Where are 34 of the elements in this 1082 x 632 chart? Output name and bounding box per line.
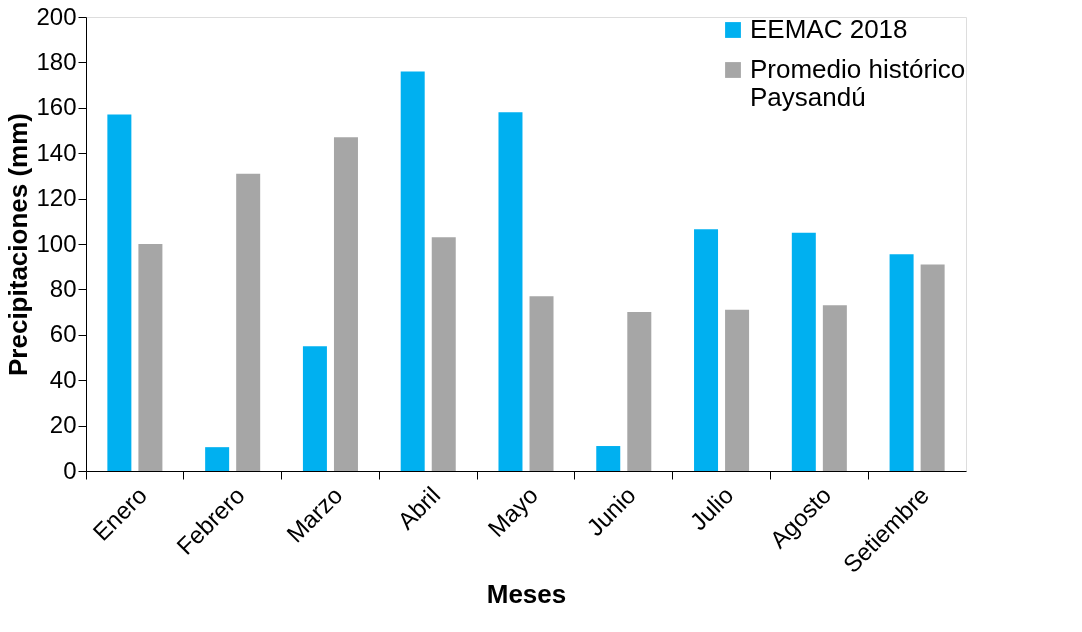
bar [400, 71, 425, 471]
bar [205, 447, 230, 471]
bar [889, 254, 914, 471]
bar [725, 309, 750, 471]
bar [498, 112, 523, 471]
legend-label: Promedio histórico Paysandú [750, 54, 966, 112]
y-tick-label: 160 [36, 93, 77, 121]
bar [236, 173, 261, 471]
y-axis-title: Precipitaciones (mm) [3, 113, 34, 376]
bar [333, 137, 358, 471]
bar [822, 305, 847, 471]
bar [694, 229, 719, 471]
bar [529, 296, 554, 471]
x-axis-title: Meses [486, 578, 567, 609]
bar [302, 346, 327, 471]
y-tick-label: 120 [36, 184, 77, 212]
y-tick-label: 100 [36, 229, 77, 257]
y-tick-label: 40 [49, 365, 77, 393]
y-tick-label: 80 [49, 274, 77, 302]
y-tick-label: 20 [49, 411, 77, 439]
y-tick-label: 200 [36, 2, 77, 30]
bar [431, 237, 456, 471]
bar [107, 114, 132, 471]
y-tick-label: 60 [49, 320, 77, 348]
y-tick-label: 140 [36, 138, 77, 166]
bar [138, 244, 163, 471]
legend-label: EEMAC 2018 [750, 14, 908, 44]
bar [791, 232, 816, 471]
y-tick-label: 180 [36, 47, 77, 75]
bar [596, 446, 621, 471]
y-tick-label: 0 [63, 456, 77, 484]
x-tick-label: Julio [684, 481, 739, 536]
bar [920, 264, 945, 471]
bar [627, 312, 652, 471]
